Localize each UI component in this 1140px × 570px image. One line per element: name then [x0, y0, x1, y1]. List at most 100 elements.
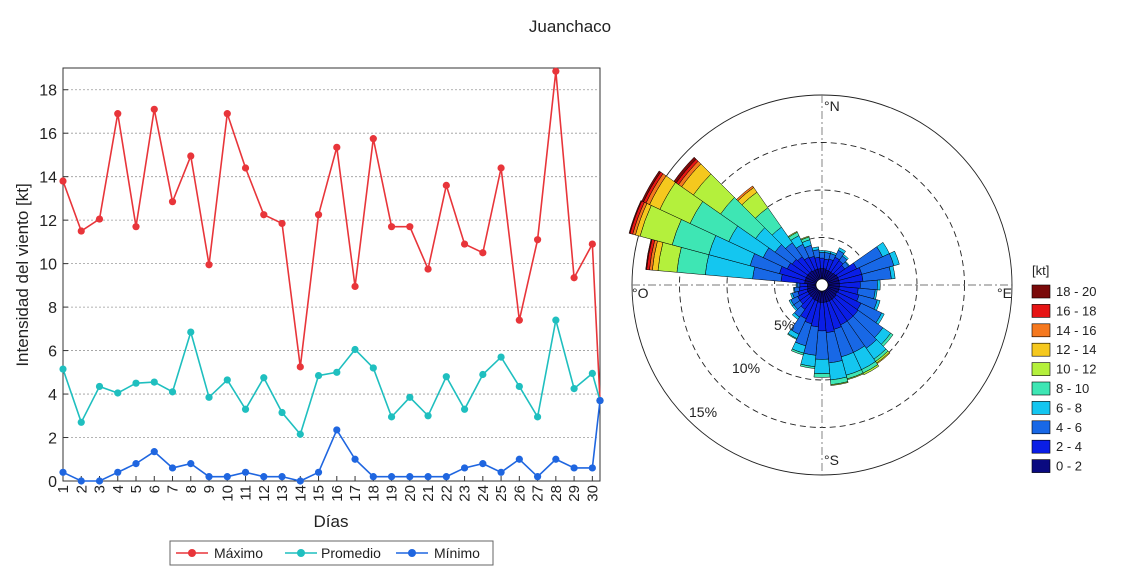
- rose-radial-label: 15%: [689, 404, 717, 420]
- wind-legend-label: 14 - 16: [1056, 323, 1096, 338]
- wind-legend-swatch: [1031, 381, 1051, 396]
- rose-wedge: [673, 156, 697, 184]
- data-point: [570, 385, 578, 393]
- data-point: [442, 373, 450, 381]
- data-point: [588, 240, 596, 248]
- y-tick-label: 12: [39, 213, 57, 230]
- rose-direction-label: °S: [824, 452, 839, 468]
- rose-wedge: [800, 235, 810, 241]
- data-point: [351, 282, 359, 291]
- x-tick-label: 3: [92, 485, 109, 493]
- data-point: [187, 328, 195, 336]
- data-point: [533, 413, 542, 421]
- data-point: [460, 405, 469, 413]
- x-tick-label: 6: [146, 485, 163, 493]
- rose-radial-label: 5%: [774, 317, 794, 333]
- data-point: [387, 413, 396, 421]
- data-point: [241, 468, 250, 476]
- line-series-group: [59, 67, 604, 485]
- data-point: [497, 164, 505, 172]
- data-point: [260, 211, 268, 219]
- wind-legend-swatch: [1031, 284, 1051, 299]
- data-point: [479, 249, 487, 257]
- rose-wedge: [736, 185, 755, 202]
- y-tick-label: 14: [39, 170, 57, 187]
- data-point: [95, 477, 104, 485]
- rose-wedge: [787, 333, 798, 340]
- rose-wedge: [830, 381, 849, 386]
- legend-dot-promedio: [297, 549, 305, 557]
- data-point: [187, 460, 195, 468]
- rose-wedge: [818, 250, 826, 253]
- rose-wedge: [841, 254, 849, 261]
- data-point: [77, 227, 85, 235]
- data-point: [552, 67, 560, 75]
- rose-wedge: [818, 252, 826, 259]
- data-point: [187, 152, 195, 160]
- y-tick-label: 10: [39, 257, 57, 274]
- y-tick-label: 18: [39, 83, 57, 100]
- rose-wedge: [787, 231, 798, 238]
- line-legend: Máximo Promedio Mínimo: [169, 540, 494, 566]
- line-plot-area: [62, 67, 601, 482]
- x-tick-label: 9: [201, 485, 218, 493]
- wind-legend-label: 6 - 8: [1056, 400, 1082, 415]
- data-point: [533, 473, 542, 481]
- x-tick-label: 21: [420, 485, 437, 502]
- wind-rose: °N °E °S °O 5% 10% 15%: [628, 94, 1013, 476]
- data-point: [205, 393, 213, 401]
- wind-legend-title: [kt]: [1032, 263, 1049, 278]
- data-point: [59, 177, 67, 185]
- wind-legend-label: 0 - 2: [1056, 459, 1082, 474]
- data-point: [132, 223, 140, 231]
- data-point: [132, 460, 140, 468]
- rose-wedge: [889, 250, 900, 267]
- data-point: [552, 316, 560, 324]
- data-point: [59, 468, 67, 476]
- rose-wedge: [799, 363, 816, 369]
- wind-legend-label: 18 - 20: [1056, 284, 1096, 299]
- y-tick-label: 0: [48, 474, 57, 491]
- rose-wedge: [837, 247, 846, 254]
- data-point: [406, 393, 414, 401]
- rose-wedge: [791, 312, 800, 320]
- data-point: [552, 455, 560, 463]
- data-point: [460, 464, 469, 472]
- legend-label-promedio: Promedio: [321, 545, 381, 561]
- data-point: [314, 371, 323, 380]
- data-point: [314, 211, 323, 219]
- wind-legend-label: 4 - 6: [1056, 420, 1082, 435]
- x-tick-label: 26: [511, 485, 528, 502]
- data-point: [260, 374, 268, 382]
- data-point: [260, 473, 268, 481]
- y-tick-label: 6: [48, 344, 57, 361]
- data-point: [369, 473, 377, 481]
- data-point: [150, 448, 158, 456]
- wind-legend-label: 8 - 10: [1056, 381, 1089, 396]
- wind-legend-swatch: [1031, 439, 1051, 454]
- data-point: [442, 473, 450, 481]
- rose-wedge: [862, 364, 880, 376]
- data-point: [515, 382, 523, 391]
- wind-legend-swatch: [1031, 459, 1051, 473]
- wind-legend-swatch: [1031, 401, 1051, 415]
- data-point: [95, 215, 104, 223]
- rose-wedge: [791, 348, 805, 356]
- data-point: [424, 412, 432, 420]
- legend-dot-minimo: [408, 549, 416, 557]
- data-point: [570, 274, 578, 282]
- legend-label-maximo: Máximo: [214, 545, 263, 561]
- data-point: [241, 405, 250, 413]
- line-grid: [63, 89, 600, 438]
- x-tick-label: 20: [402, 485, 419, 502]
- data-point: [570, 464, 578, 472]
- x-tick-label: 12: [256, 485, 273, 502]
- data-point: [351, 345, 359, 354]
- x-tick-label: 22: [438, 485, 455, 502]
- x-tick-label: 24: [475, 485, 492, 502]
- rose-wedge: [813, 373, 831, 378]
- data-point: [369, 364, 377, 372]
- data-point: [278, 473, 286, 481]
- data-point: [533, 236, 542, 244]
